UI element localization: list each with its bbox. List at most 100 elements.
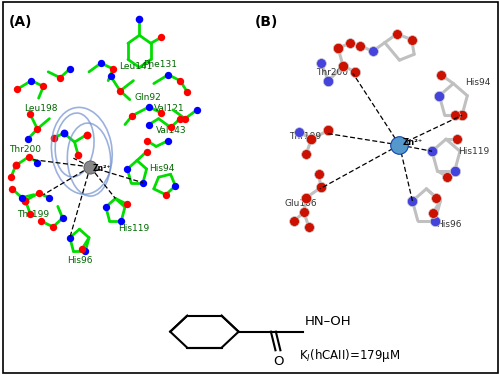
Text: His96: His96 bbox=[436, 220, 462, 229]
Text: (B): (B) bbox=[255, 15, 278, 29]
Point bbox=[184, 89, 192, 95]
Point bbox=[176, 116, 184, 122]
Point bbox=[34, 126, 42, 132]
Point bbox=[290, 218, 298, 224]
Point bbox=[124, 201, 132, 207]
Point bbox=[116, 88, 124, 94]
Point bbox=[339, 63, 347, 69]
Point bbox=[176, 78, 184, 84]
Point bbox=[453, 136, 461, 142]
Point bbox=[18, 195, 26, 201]
Point bbox=[8, 186, 16, 192]
Text: Gln92: Gln92 bbox=[134, 93, 162, 102]
Point bbox=[432, 195, 440, 201]
Point bbox=[368, 48, 376, 54]
Point bbox=[428, 148, 436, 154]
Point bbox=[60, 130, 68, 136]
Point bbox=[307, 136, 316, 142]
Point bbox=[437, 72, 445, 78]
Point bbox=[66, 66, 74, 72]
Text: Thr199: Thr199 bbox=[17, 210, 49, 219]
Point bbox=[124, 166, 132, 172]
Point bbox=[40, 84, 48, 90]
Point bbox=[49, 224, 57, 230]
Point bbox=[429, 210, 437, 216]
Point bbox=[396, 142, 404, 148]
Point bbox=[408, 37, 416, 43]
Point bbox=[12, 162, 20, 168]
Point bbox=[142, 149, 150, 155]
Point bbox=[136, 16, 143, 22]
Point bbox=[82, 132, 90, 138]
Point bbox=[46, 195, 54, 201]
Point bbox=[443, 174, 451, 180]
Text: His94: His94 bbox=[149, 164, 174, 173]
Point bbox=[458, 112, 466, 118]
Text: Leu141: Leu141 bbox=[119, 62, 152, 71]
Point bbox=[172, 183, 179, 189]
Point bbox=[305, 224, 313, 230]
Point bbox=[302, 151, 310, 157]
Text: (A): (A) bbox=[8, 15, 32, 29]
Point bbox=[295, 129, 303, 135]
Point bbox=[128, 113, 136, 119]
Point bbox=[145, 104, 153, 110]
Point bbox=[26, 211, 34, 217]
Text: Zn²⁺: Zn²⁺ bbox=[402, 138, 422, 147]
Text: Val121: Val121 bbox=[154, 104, 184, 113]
Point bbox=[300, 209, 308, 215]
Point bbox=[157, 34, 165, 40]
Point bbox=[28, 78, 36, 84]
Point bbox=[25, 154, 33, 160]
Point bbox=[317, 60, 325, 66]
Point bbox=[7, 174, 15, 180]
Point bbox=[314, 171, 322, 177]
Point bbox=[193, 107, 201, 113]
Point bbox=[408, 198, 416, 204]
Text: His119: His119 bbox=[458, 147, 490, 156]
Point bbox=[50, 135, 58, 141]
Text: Glu106: Glu106 bbox=[284, 200, 317, 208]
Point bbox=[352, 69, 360, 75]
Point bbox=[164, 138, 172, 144]
Text: HN–OH: HN–OH bbox=[305, 315, 352, 328]
Point bbox=[450, 112, 458, 118]
Point bbox=[34, 159, 42, 165]
Point bbox=[13, 86, 21, 92]
Point bbox=[346, 40, 354, 46]
Text: His96: His96 bbox=[68, 255, 93, 264]
Text: Phe131: Phe131 bbox=[143, 60, 177, 69]
Point bbox=[109, 66, 117, 72]
Point bbox=[450, 168, 458, 174]
Text: Leu198: Leu198 bbox=[24, 104, 58, 113]
Text: Val143: Val143 bbox=[156, 126, 187, 135]
Point bbox=[166, 124, 174, 130]
Text: O: O bbox=[273, 355, 284, 368]
Point bbox=[102, 204, 110, 210]
Text: His119: His119 bbox=[118, 224, 149, 233]
Point bbox=[56, 75, 64, 81]
Point bbox=[37, 218, 45, 224]
Point bbox=[118, 218, 126, 224]
Point bbox=[334, 45, 342, 51]
Point bbox=[97, 60, 105, 66]
Point bbox=[26, 111, 34, 117]
Point bbox=[431, 217, 439, 223]
Point bbox=[181, 116, 189, 122]
Text: Thr200: Thr200 bbox=[8, 145, 40, 154]
Text: Thr199: Thr199 bbox=[289, 132, 322, 141]
Point bbox=[324, 78, 332, 84]
Point bbox=[302, 195, 310, 201]
Point bbox=[393, 31, 401, 37]
Point bbox=[164, 72, 172, 78]
Point bbox=[24, 136, 32, 142]
Text: Zn²⁺: Zn²⁺ bbox=[93, 164, 112, 173]
Point bbox=[142, 138, 150, 144]
Point bbox=[106, 73, 114, 79]
Point bbox=[145, 122, 153, 128]
Point bbox=[157, 110, 165, 116]
Point bbox=[66, 235, 74, 241]
Point bbox=[74, 152, 82, 158]
Point bbox=[436, 93, 444, 99]
Point bbox=[317, 184, 325, 190]
